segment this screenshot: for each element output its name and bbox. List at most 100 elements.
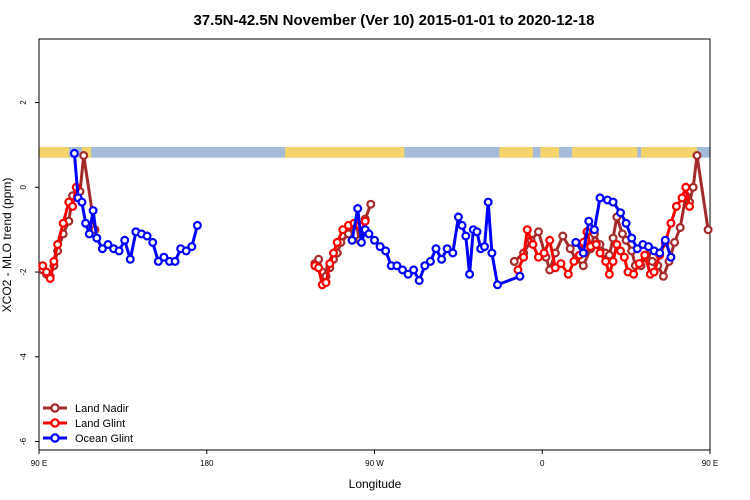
data-point bbox=[314, 254, 324, 264]
data-point bbox=[608, 256, 618, 266]
data-point bbox=[621, 218, 631, 228]
data-point bbox=[88, 206, 98, 216]
data-point bbox=[595, 193, 605, 203]
data-point bbox=[84, 229, 94, 239]
data-point bbox=[658, 271, 668, 281]
data-point bbox=[314, 263, 324, 273]
x-tick-label: 90 E bbox=[31, 459, 47, 468]
land-segment bbox=[641, 147, 697, 158]
data-point bbox=[533, 252, 543, 262]
data-point bbox=[472, 227, 482, 237]
chart-title: 37.5N-42.5N November (Ver 10) 2015-01-01… bbox=[193, 12, 594, 29]
land-segment bbox=[39, 147, 69, 158]
data-point bbox=[522, 225, 532, 235]
data-point bbox=[604, 250, 614, 260]
data-point bbox=[58, 218, 68, 228]
data-point bbox=[375, 242, 385, 252]
legend-label: Land Nadir bbox=[75, 403, 129, 415]
data-point bbox=[69, 148, 79, 158]
data-point bbox=[615, 208, 625, 218]
land-segment bbox=[285, 147, 405, 158]
data-point bbox=[556, 259, 566, 269]
x-tick-label: 90 W bbox=[365, 459, 384, 468]
data-point bbox=[480, 242, 490, 252]
data-point bbox=[120, 235, 130, 245]
data-point bbox=[569, 256, 579, 266]
data-point bbox=[684, 201, 694, 211]
data-point bbox=[461, 231, 471, 241]
data-point bbox=[483, 197, 493, 207]
land-segment bbox=[572, 147, 638, 158]
x-tick-label: 90 E bbox=[702, 459, 718, 468]
data-point bbox=[649, 267, 659, 277]
x-tick-label: 0 bbox=[540, 459, 545, 468]
data-point bbox=[670, 237, 680, 247]
data-point bbox=[448, 248, 458, 258]
data-point bbox=[617, 229, 627, 239]
y-tick-label: -4 bbox=[19, 353, 28, 361]
data-point bbox=[366, 199, 376, 209]
legend-item-land-nadir: Land Nadir bbox=[43, 403, 129, 415]
data-point bbox=[332, 237, 342, 247]
land-ocean-band bbox=[39, 147, 710, 158]
data-point bbox=[103, 240, 113, 250]
data-point bbox=[453, 212, 463, 222]
data-point bbox=[550, 263, 560, 273]
data-point bbox=[187, 242, 197, 252]
data-point bbox=[509, 256, 519, 266]
data-point bbox=[528, 240, 538, 250]
data-point bbox=[420, 261, 430, 271]
data-point bbox=[604, 269, 614, 279]
data-point bbox=[97, 244, 107, 254]
data-point bbox=[398, 265, 408, 275]
legend-marker bbox=[50, 433, 60, 443]
data-point bbox=[321, 278, 331, 288]
data-point bbox=[675, 223, 685, 233]
data-point bbox=[545, 235, 555, 245]
data-point bbox=[153, 256, 163, 266]
data-point bbox=[347, 235, 357, 245]
data-point bbox=[629, 269, 639, 279]
data-point bbox=[558, 231, 568, 241]
data-point bbox=[357, 237, 367, 247]
data-point bbox=[338, 225, 348, 235]
data-point bbox=[571, 237, 581, 247]
data-point bbox=[608, 197, 618, 207]
data-point bbox=[465, 269, 475, 279]
data-point bbox=[692, 151, 702, 161]
data-point bbox=[533, 227, 543, 237]
data-point bbox=[114, 246, 124, 256]
x-axis: 90 E 180 90 W 0 90 E bbox=[31, 450, 718, 468]
data-point bbox=[563, 269, 573, 279]
data-point bbox=[565, 244, 575, 254]
data-point bbox=[589, 225, 599, 235]
data-point bbox=[370, 235, 380, 245]
y-tick-label: 2 bbox=[19, 100, 28, 105]
data-point bbox=[519, 252, 529, 262]
data-point bbox=[79, 151, 89, 161]
data-point bbox=[148, 237, 158, 247]
data-point bbox=[660, 235, 670, 245]
data-point bbox=[364, 229, 374, 239]
data-point bbox=[431, 244, 441, 254]
data-point bbox=[325, 259, 335, 269]
series-ocean-glint bbox=[69, 148, 676, 290]
data-point bbox=[643, 242, 653, 252]
data-point bbox=[601, 256, 611, 266]
legend-item-land-glint: Land Glint bbox=[43, 418, 125, 430]
land-segment bbox=[499, 147, 533, 158]
data-point bbox=[647, 256, 657, 266]
data-point bbox=[414, 276, 424, 286]
data-point bbox=[403, 269, 413, 279]
series-layer bbox=[38, 148, 713, 290]
data-point bbox=[627, 233, 637, 243]
legend-marker bbox=[50, 418, 60, 428]
data-point bbox=[457, 220, 467, 230]
y-tick-label: -6 bbox=[19, 437, 28, 445]
data-point bbox=[615, 246, 625, 256]
data-point bbox=[612, 240, 622, 250]
data-point bbox=[608, 233, 618, 243]
data-point bbox=[425, 256, 435, 266]
data-point bbox=[681, 182, 691, 192]
